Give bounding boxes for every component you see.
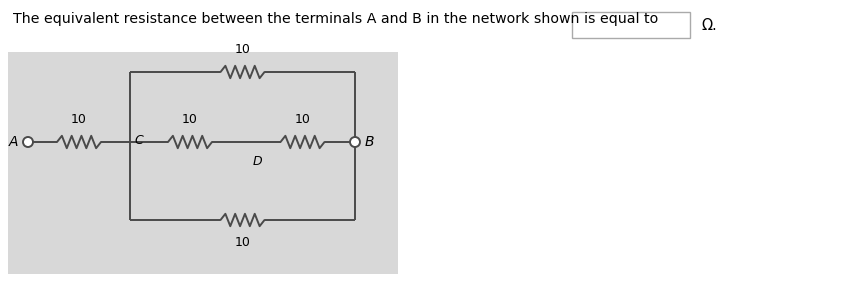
Text: 10: 10 <box>182 113 198 126</box>
Text: 10: 10 <box>295 113 311 126</box>
Text: The equivalent resistance between the terminals A and B in the network shown is : The equivalent resistance between the te… <box>13 12 658 26</box>
Circle shape <box>350 137 360 147</box>
Text: Ω.: Ω. <box>702 17 717 32</box>
Text: 10: 10 <box>235 236 251 249</box>
Text: A: A <box>8 135 18 149</box>
Circle shape <box>23 137 33 147</box>
Text: C: C <box>134 133 143 147</box>
Text: B: B <box>365 135 374 149</box>
Text: 10: 10 <box>235 43 251 56</box>
Bar <box>572 12 690 38</box>
Text: D: D <box>253 155 263 168</box>
Bar <box>8 52 398 274</box>
Text: 10: 10 <box>71 113 87 126</box>
